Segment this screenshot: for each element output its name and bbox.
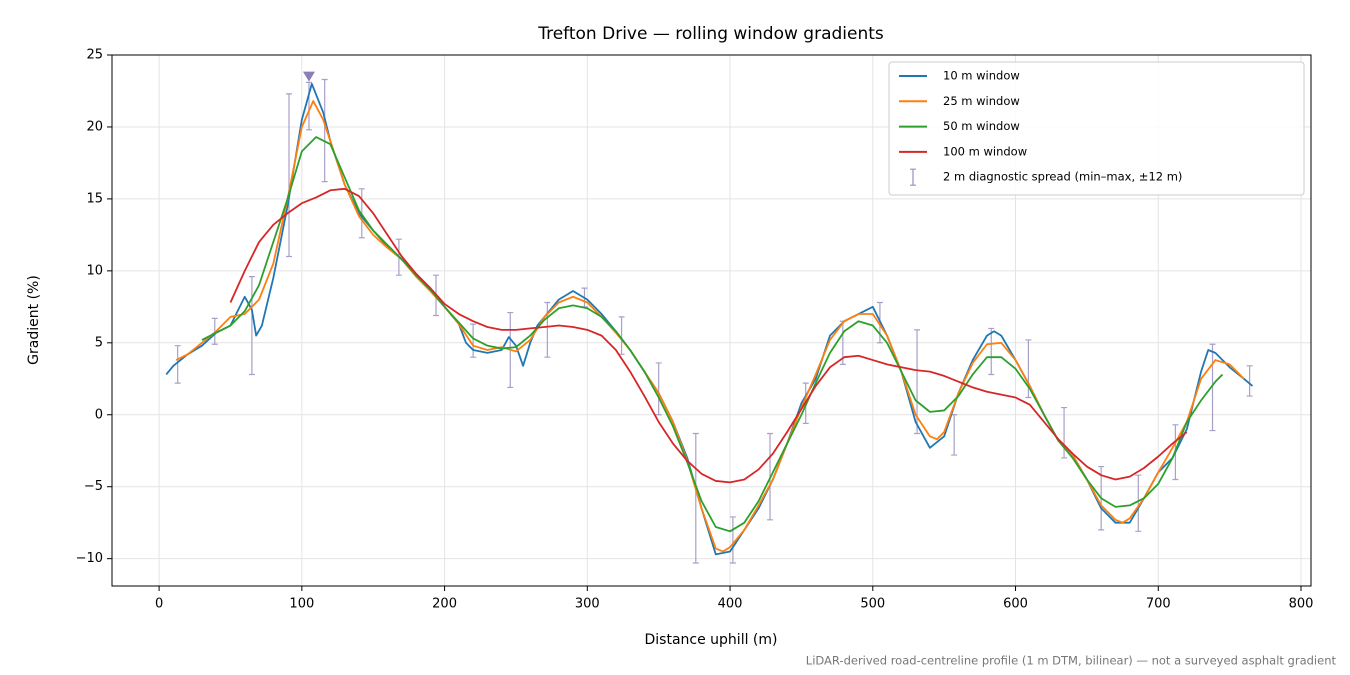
error-bar	[1246, 365, 1253, 397]
x-tick-label: 700	[1146, 597, 1171, 612]
error-bar	[248, 276, 255, 376]
x-tick-label: 0	[155, 597, 163, 612]
x-tick-label: 400	[718, 597, 743, 612]
error-bar	[1061, 406, 1068, 459]
x-tick-label: 500	[860, 597, 885, 612]
y-axis-label: Gradient (%)	[26, 275, 42, 365]
x-axis-label: Distance uphill (m)	[645, 632, 778, 648]
error-bar	[951, 414, 958, 456]
y-tick-label: 10	[86, 263, 103, 278]
legend-label: 100 m window	[943, 144, 1027, 158]
legend-swatch	[910, 168, 916, 186]
y-tick-label: 15	[86, 191, 103, 206]
error-bar	[729, 516, 736, 564]
peak-marker	[302, 71, 315, 82]
error-bar	[655, 362, 662, 416]
x-tick-label: 800	[1289, 597, 1314, 612]
y-tick-label: −10	[76, 551, 103, 566]
y-tick-label: 20	[86, 119, 103, 134]
legend-label: 50 m window	[943, 119, 1020, 133]
series-line	[229, 187, 1188, 484]
y-tick-label: −5	[84, 479, 103, 494]
legend-label: 2 m diagnostic spread (min–max, ±12 m)	[943, 170, 1182, 184]
error-bar	[544, 301, 551, 358]
y-tick-label: 5	[95, 335, 103, 350]
legend-box	[888, 61, 1305, 196]
plot-frame	[111, 54, 1312, 587]
legend-label: 25 m window	[943, 94, 1020, 108]
x-tick-label: 200	[432, 597, 457, 612]
x-tick-label: 300	[575, 597, 600, 612]
error-bar	[321, 78, 328, 183]
error-bar	[988, 327, 995, 376]
error-bar	[1209, 343, 1216, 432]
error-bar	[470, 323, 477, 358]
series-line	[201, 136, 1224, 533]
chart-title: Trefton Drive — rolling window gradients	[537, 24, 884, 44]
x-tick-label: 100	[289, 597, 314, 612]
y-tick-label: 25	[86, 48, 103, 63]
error-bar	[1135, 474, 1142, 532]
footnote: LiDAR-derived road-centreline profile (1…	[806, 654, 1337, 668]
legend-label: 10 m window	[943, 69, 1020, 83]
error-bar	[692, 432, 699, 564]
error-bar	[285, 93, 292, 258]
error-bar	[305, 81, 312, 131]
x-tick-label: 600	[1003, 597, 1028, 612]
y-tick-label: 0	[95, 407, 103, 422]
error-bar	[174, 345, 181, 384]
